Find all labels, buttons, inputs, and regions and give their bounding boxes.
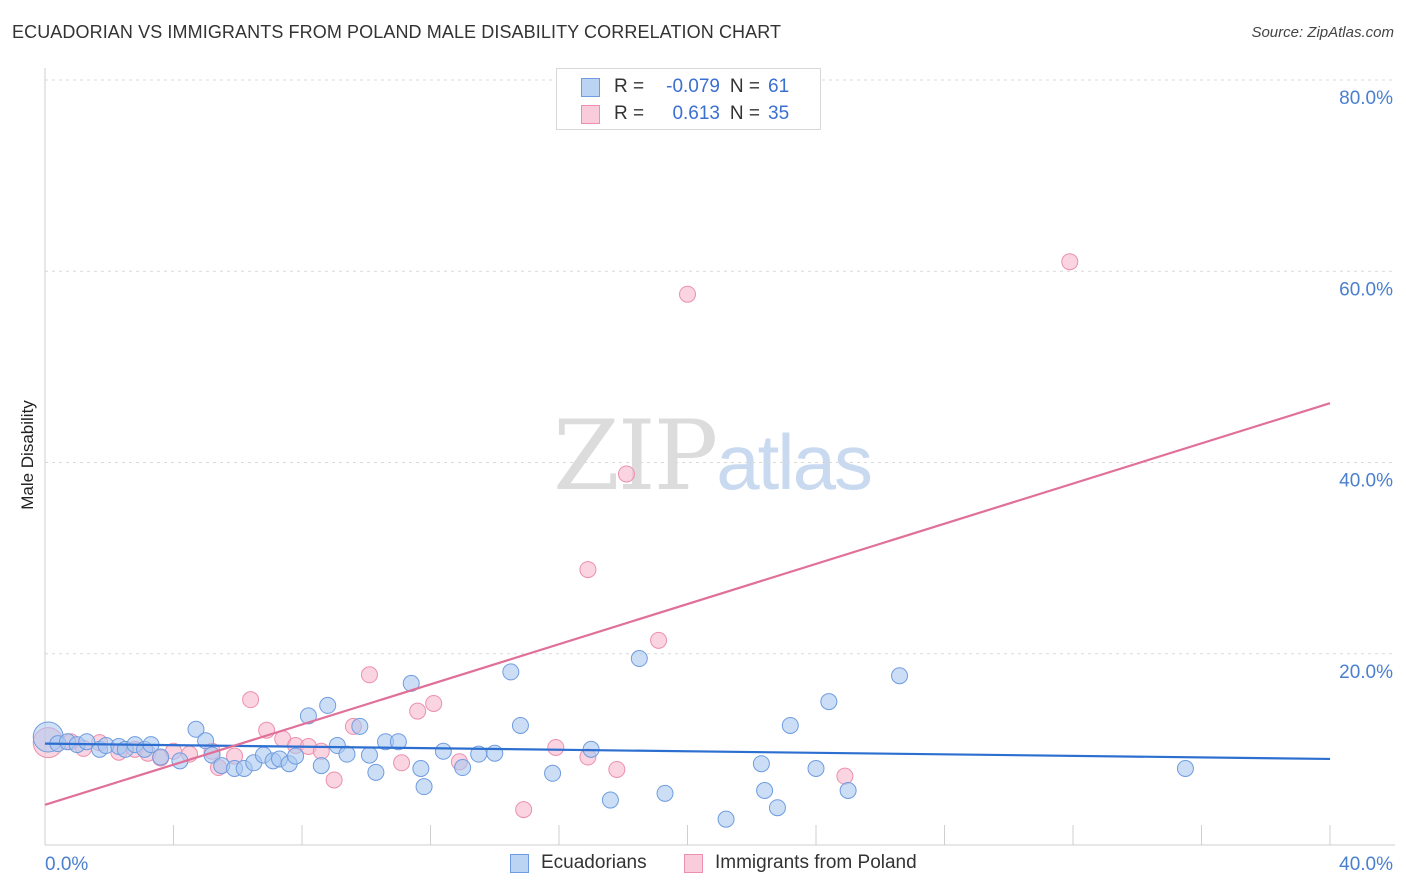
ecuadorian-point [891,667,909,685]
ecuadorian-point [511,716,529,734]
poland-point [617,465,635,483]
x-tick-label: 40.0% [1339,854,1393,875]
ecuadorian-trend-line [44,742,1331,761]
n-label: N = [729,103,760,124]
ecuadorian-point [752,755,770,773]
r-label: R = [614,76,645,97]
poland-point [836,767,854,785]
ecuadorian-point [717,810,735,828]
pink-swatch [684,853,703,873]
y-tick-label: 40.0% [1339,471,1393,492]
ecuadorian-point [389,733,407,751]
chart-title: ECUADORIAN VS IMMIGRANTS FROM POLAND MAL… [12,22,782,42]
ecuadorian-point [807,760,825,777]
source-label: Source: ZipAtlas.com [1251,24,1394,41]
poland-point [1061,253,1079,271]
tick-labels: 20.0% 40.0% 60.0% 80.0% 0.0% 40.0% [45,88,1393,875]
poland-point [679,285,696,303]
ecuadorian-point [338,745,356,763]
ecuadorian-point [820,693,838,711]
ecuadorian-point [502,663,520,681]
poland-point [425,694,443,712]
ecuadorian-point [412,760,430,777]
ecuadorian-point [454,759,472,777]
series-legend: Ecuadorians Immigrants from Poland [0,852,1406,878]
r-label: R = [614,103,645,124]
ecuadorian-point [434,742,452,760]
stats-row-poland: R = 0.613 N = 35 [581,101,789,127]
r-value: 0.613 [672,103,720,124]
pink-swatch [581,104,600,124]
ecuadorian-point [656,784,674,802]
ecuadorian-point [78,733,96,751]
poland-point [579,561,597,579]
grid-layer [45,79,1395,655]
ecuadorian-point [319,696,337,714]
ecuadorian-point [768,799,786,817]
blue-swatch [510,853,529,873]
r-value: -0.079 [666,76,720,97]
n-value: 35 [768,103,790,124]
ecuadorian-point [351,717,369,735]
y-tick-label: 80.0% [1339,88,1393,109]
poland-point [650,631,668,649]
ecuadorian-points [32,650,1194,828]
watermark-zip: ZIP [553,400,718,512]
ecuadorian-point [486,744,504,762]
poland-point [515,801,533,819]
stats-legend: R = -0.079 N = 61 R = 0.613 N = 35 [556,68,821,130]
stats-row-ecuadorians: R = -0.079 N = 61 [581,74,789,100]
poland-trend-line [44,402,1331,806]
legend-item-poland[interactable]: Immigrants from Poland [684,852,917,874]
poland-point [242,691,260,709]
axis-layer [44,68,1395,846]
poland-point [325,771,343,789]
legend-label-poland: Immigrants from Poland [715,852,917,873]
trend-lines [44,402,1331,806]
poland-point [409,702,427,720]
poland-point [608,760,626,778]
n-label: N = [729,76,760,97]
poland-point [360,666,378,684]
poland-point [312,742,330,760]
legend-item-ecuadorians[interactable]: Ecuadorians [510,852,647,874]
ecuadorian-point [756,781,774,799]
ecuadorian-point [544,764,562,782]
ecuadorian-point [415,778,433,796]
ecuadorian-point [152,748,170,766]
watermark: ZIPatlas [553,400,873,512]
ecuadorian-point [781,716,799,734]
y-tick-label: 20.0% [1339,662,1393,683]
legend-label-ecuadorians: Ecuadorians [541,852,647,873]
ecuadorian-point [299,707,317,725]
poland-point [393,754,411,772]
ecuadorian-point [360,746,378,764]
blue-swatch [581,77,600,97]
x-tick-label: 0.0% [45,854,88,875]
ecuadorian-point [839,781,857,799]
ecuadorian-point [1176,760,1194,777]
ecuadorian-point [367,763,385,781]
y-tick-label: 60.0% [1339,279,1393,300]
ecuadorian-point [287,747,305,765]
n-value: 61 [768,76,790,97]
ecuadorian-point [630,650,648,668]
ecuadorian-point [187,720,205,738]
poland-point [547,738,565,756]
ecuadorian-point [601,791,619,809]
ecuadorian-point [312,757,330,775]
